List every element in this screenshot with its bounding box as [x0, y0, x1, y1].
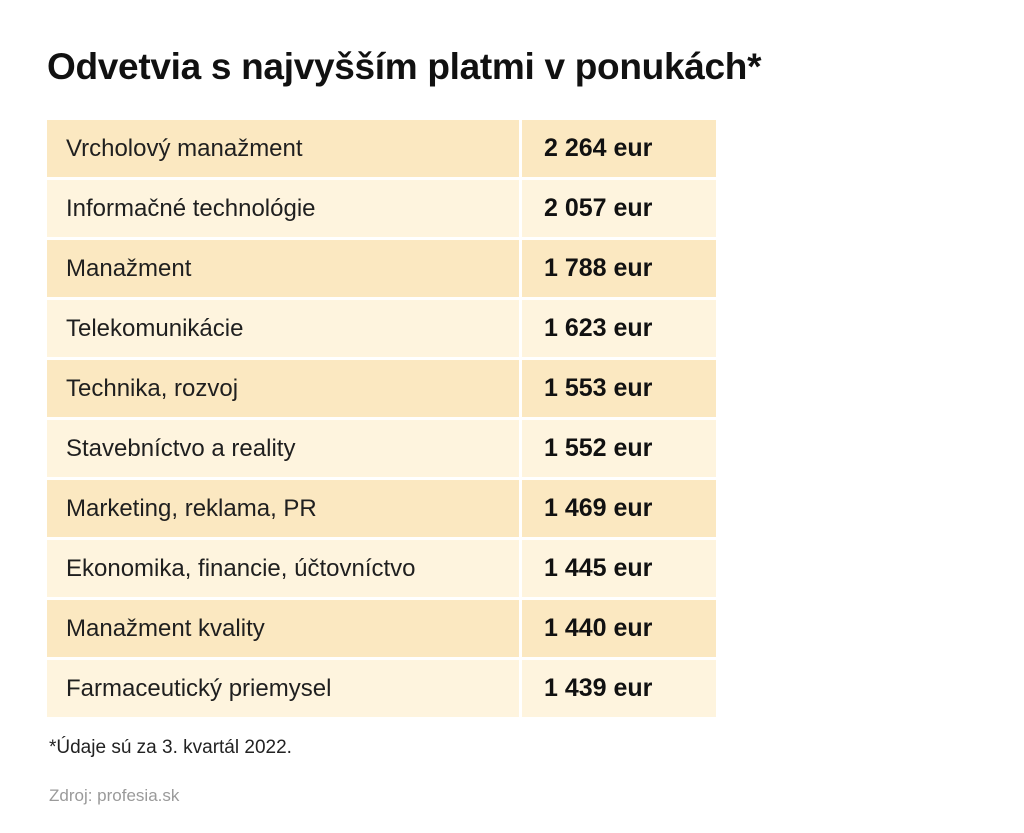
table-row: Marketing, reklama, PR 1 469 eur — [47, 480, 716, 537]
row-label: Ekonomika, financie, účtovníctvo — [47, 540, 519, 597]
table-row: Technika, rozvoj 1 553 eur — [47, 360, 716, 417]
row-value: 1 553 eur — [522, 360, 716, 417]
row-value: 2 264 eur — [522, 120, 716, 177]
table-row: Manažment kvality 1 440 eur — [47, 600, 716, 657]
table-row: Farmaceutický priemysel 1 439 eur — [47, 660, 716, 717]
row-value: 1 623 eur — [522, 300, 716, 357]
row-value: 1 469 eur — [522, 480, 716, 537]
row-value: 1 440 eur — [522, 600, 716, 657]
row-value: 1 552 eur — [522, 420, 716, 477]
salary-table: Vrcholový manažment 2 264 eur Informačné t… — [47, 120, 716, 717]
row-label: Vrcholový manažment — [47, 120, 519, 177]
row-label: Informačné technológie — [47, 180, 519, 237]
row-label: Telekomunikácie — [47, 300, 519, 357]
chart-title: Odvetvia s najvyšším platmi v ponukách* — [47, 46, 762, 87]
row-label: Manažment — [47, 240, 519, 297]
row-label: Stavebníctvo a reality — [47, 420, 519, 477]
row-label: Marketing, reklama, PR — [47, 480, 519, 537]
row-label: Manažment kvality — [47, 600, 519, 657]
table-row: Informačné technológie 2 057 eur — [47, 180, 716, 237]
table-row: Manažment 1 788 eur — [47, 240, 716, 297]
row-value: 1 788 eur — [522, 240, 716, 297]
table-row: Ekonomika, financie, účtovníctvo 1 445 eu… — [47, 540, 716, 597]
footnote: *Údaje sú za 3. kvartál 2022. — [49, 737, 292, 758]
source-credit: Zdroj: profesia.sk — [49, 786, 180, 805]
row-value: 1 445 eur — [522, 540, 716, 597]
row-value: 2 057 eur — [522, 180, 716, 237]
row-value: 1 439 eur — [522, 660, 716, 717]
row-label: Technika, rozvoj — [47, 360, 519, 417]
table-row: Vrcholový manažment 2 264 eur — [47, 120, 716, 177]
table-row: Stavebníctvo a reality 1 552 eur — [47, 420, 716, 477]
row-label: Farmaceutický priemysel — [47, 660, 519, 717]
table-row: Telekomunikácie 1 623 eur — [47, 300, 716, 357]
